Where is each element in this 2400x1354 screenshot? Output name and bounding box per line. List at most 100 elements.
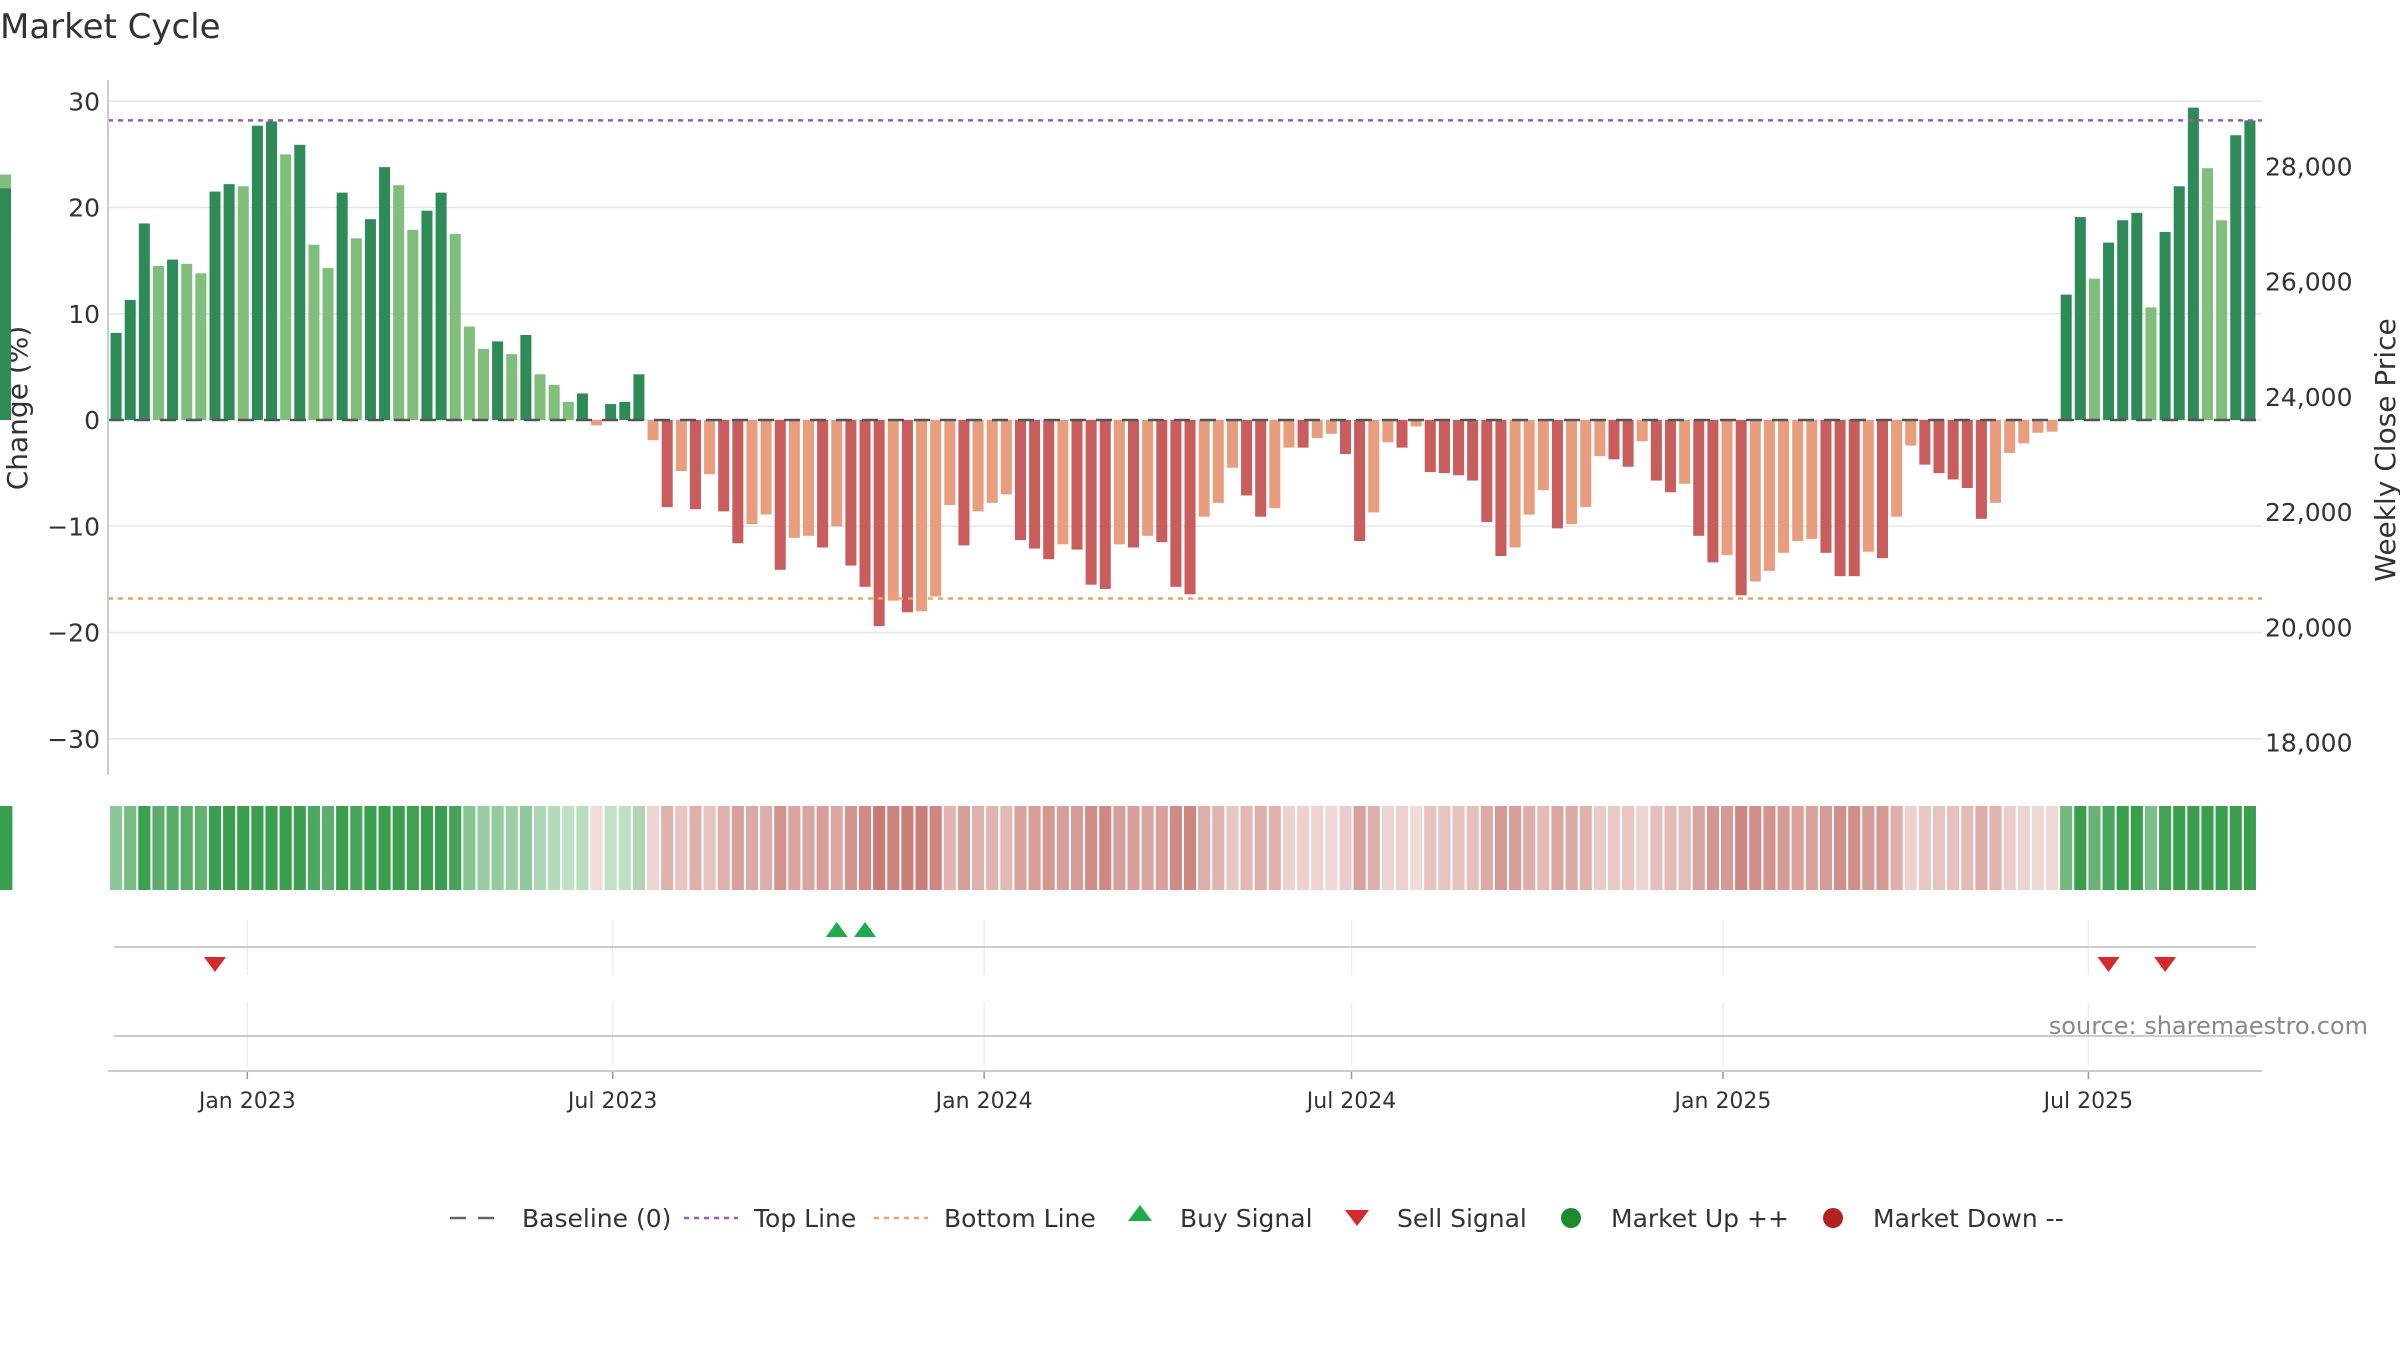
legend-label: Baseline (0) [522, 1204, 671, 1233]
bar [1339, 420, 1352, 454]
bar [1212, 420, 1224, 503]
bar [2230, 135, 2242, 420]
bar [916, 420, 928, 612]
y2-tick-label: 28,000 [2265, 152, 2352, 181]
bar [1566, 420, 1578, 525]
heat-cell [1636, 806, 1649, 890]
bar [1354, 420, 1366, 542]
x-tick-label: Jan 2025 [1673, 1089, 1772, 1114]
bar [2244, 120, 2256, 420]
heat-cell [774, 806, 787, 890]
heat-cell [449, 806, 462, 890]
bar [2060, 294, 2072, 420]
bar [308, 244, 320, 420]
heat-cell [1593, 806, 1606, 890]
y-tick-label: 0 [84, 406, 100, 435]
heat-cell [138, 806, 151, 890]
bar [1693, 420, 1705, 536]
bar [1113, 420, 1125, 545]
heat-cell [1070, 806, 1084, 890]
heat-cell [2003, 806, 2016, 890]
bar [788, 420, 800, 538]
heat-cell [1932, 806, 1946, 890]
bar [2187, 107, 2199, 420]
bar [2004, 420, 2016, 453]
source-text: source: sharemaestro.com [2049, 1012, 2368, 1040]
heat-cell [1212, 806, 1225, 890]
bar [1283, 420, 1295, 448]
x-tick-label: Jan 2024 [934, 1089, 1033, 1114]
bar [774, 420, 786, 570]
heat-cell [1282, 806, 1296, 890]
bar [237, 186, 249, 420]
y-tick-label: −30 [47, 725, 100, 754]
bar [1495, 420, 1507, 556]
heat-cell [1749, 806, 1762, 890]
bar [1778, 420, 1790, 553]
heat-cell [816, 806, 829, 890]
bar [986, 420, 998, 503]
bar [407, 229, 419, 420]
heat-cell [1452, 806, 1465, 890]
bar [167, 259, 179, 420]
bar [492, 341, 504, 420]
heat-cell [1297, 806, 1310, 890]
y2-tick-label: 22,000 [2265, 498, 2352, 527]
x-axis: Jan 2023 Jul 2023 Jan 2024 Jul 2024 Jan 2025… [108, 1070, 2262, 1114]
heat-cell [392, 806, 405, 890]
bar [1792, 420, 1804, 542]
heat-cell [972, 806, 985, 890]
heat-cell [364, 806, 377, 890]
bar [110, 332, 122, 420]
heat-cell [1014, 806, 1027, 890]
heat-cell [152, 806, 165, 890]
bar [1721, 420, 1733, 555]
heat-cell [618, 806, 631, 890]
heat-cell [1466, 806, 1479, 890]
heat-cell [491, 806, 504, 890]
bar [562, 401, 574, 420]
y-tick-label: 20 [68, 194, 100, 223]
bar [1085, 420, 1097, 585]
y-tick-label: 10 [68, 300, 100, 329]
bar [124, 299, 136, 420]
bar [1014, 420, 1026, 541]
bar [647, 420, 659, 441]
bar [1142, 420, 1154, 536]
bar [1636, 420, 1648, 442]
heat-cell [336, 806, 349, 890]
bar [619, 401, 631, 420]
bar [463, 326, 475, 420]
heat-cell [1000, 806, 1013, 890]
heat-cell [1777, 806, 1790, 890]
heat-cell [166, 806, 179, 890]
x-tick-label: Jul 2025 [2042, 1089, 2134, 1114]
bar [435, 192, 447, 420]
bar [1933, 420, 1945, 474]
bar [1608, 420, 1620, 460]
bar [1226, 420, 1238, 468]
y-tick-label: 30 [68, 87, 100, 116]
bar [1806, 420, 1818, 539]
buy-signal-marker [825, 922, 848, 937]
heat-cell [1565, 806, 1578, 890]
legend-label: Sell Signal [1397, 1204, 1527, 1233]
heat-cell [1438, 806, 1451, 890]
heat-cell [1607, 806, 1621, 890]
heat-cell [1155, 806, 1168, 890]
bar [2216, 220, 2228, 420]
bar [181, 263, 193, 420]
heat-cell [293, 806, 306, 890]
heat-cell [1720, 806, 1734, 890]
heat-cell [1127, 806, 1140, 890]
heat-cell [237, 806, 250, 890]
heat-cell [1650, 806, 1663, 890]
bar [1947, 420, 1959, 480]
heat-cell [2229, 806, 2242, 890]
bar [873, 420, 885, 627]
heat-cell [1169, 806, 1182, 890]
bar [1749, 420, 1761, 582]
heat-cell [1480, 806, 1493, 890]
heat-cell [1678, 806, 1691, 890]
heat-cell [788, 806, 801, 890]
